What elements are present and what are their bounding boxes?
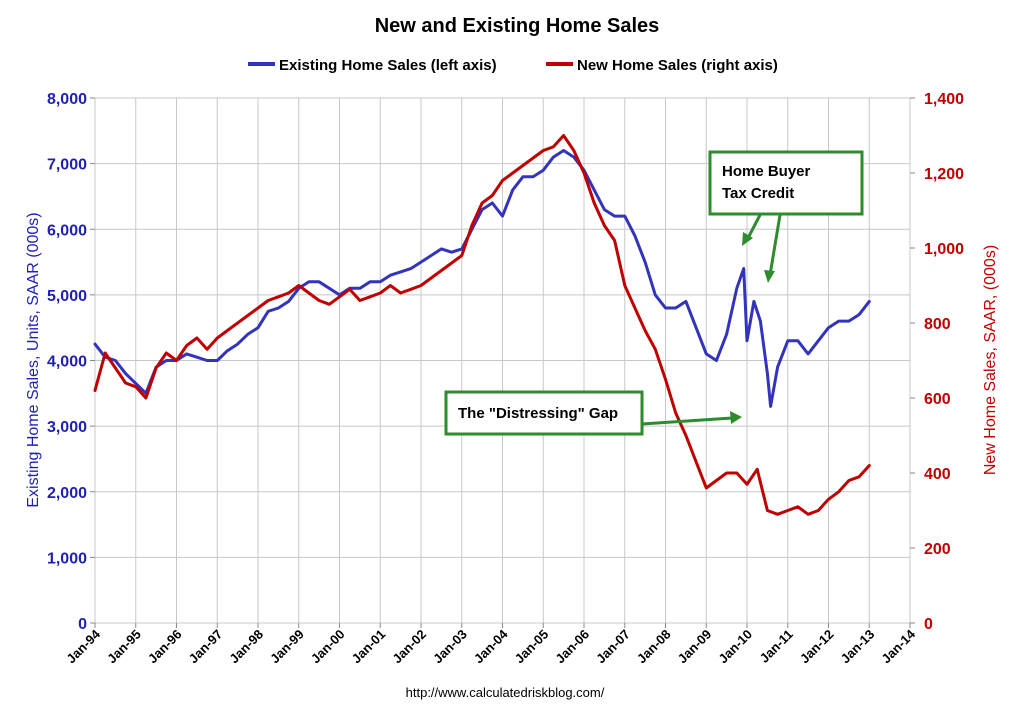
x-tick-label: Jan-01 — [349, 627, 389, 667]
annotation-gap-box — [444, 390, 644, 436]
y-ticks-left: 0 1,000 2,000 3,000 4,000 5,000 6,000 7,000 8,00… — [47, 91, 95, 633]
x-tick-label: Jan-98 — [226, 627, 266, 667]
x-tick-label: Jan-13 — [838, 627, 878, 667]
y-tick-label-right: 1,000 — [924, 241, 964, 258]
y-tick-label-left: 5,000 — [47, 288, 87, 305]
x-tick-label: Jan-00 — [308, 627, 348, 667]
y-tick-label-left: 0 — [78, 616, 87, 633]
x-tick-label: Jan-09 — [675, 627, 715, 667]
x-tick-label: Jan-06 — [552, 627, 592, 667]
x-tick-label: Jan-05 — [512, 627, 552, 667]
x-tick-label: Jan-04 — [471, 626, 511, 666]
annotation-gap-arrow — [641, 416, 733, 426]
y-tick-label-right: 0 — [924, 616, 933, 633]
x-tick-label: Jan-14 — [878, 626, 918, 666]
annotation-tax-credit-line2: Tax Credit — [722, 185, 794, 202]
chart-title: New and Existing Home Sales — [375, 15, 660, 37]
x-tick-label: Jan-97 — [186, 627, 226, 667]
series-line-existing-home-sales — [93, 149, 871, 408]
y-tick-label-left: 8,000 — [47, 91, 87, 108]
annotation-tax-credit: Home Buyer Tax Credit — [708, 150, 864, 283]
x-tick-label: Jan-07 — [593, 627, 633, 667]
series-line-new-home-sales — [93, 134, 871, 516]
legend: Existing Home Sales (left axis) New Home… — [248, 57, 778, 74]
legend-label-existing: Existing Home Sales (left axis) — [279, 57, 497, 74]
y-tick-label-left: 4,000 — [47, 354, 87, 371]
x-tick-label: Jan-11 — [757, 627, 796, 666]
annotation-tax-credit-arrowhead-1 — [742, 232, 753, 246]
annotation-tax-credit-arrowhead-2 — [764, 270, 775, 283]
series-layer — [93, 134, 871, 516]
y-axis-label-left: Existing Home Sales, Units, SAAR (000s) — [25, 212, 42, 507]
x-tick-label: Jan-96 — [145, 627, 185, 667]
x-tick-label: Jan-10 — [715, 627, 755, 667]
x-tick-label: Jan-03 — [430, 627, 470, 667]
legend-label-new: New Home Sales (right axis) — [577, 57, 778, 74]
x-tick-label: Jan-95 — [104, 627, 144, 667]
annotation-gap: The "Distressing" Gap — [444, 390, 742, 436]
x-tick-label: Jan-08 — [634, 627, 674, 667]
annotation-tax-credit-box — [708, 150, 864, 216]
annotation-tax-credit-line1: Home Buyer — [722, 163, 811, 180]
y-tick-label-left: 1,000 — [47, 550, 87, 567]
annotation-tax-credit-arrow-2 — [768, 214, 782, 276]
x-ticks: Jan-94 Jan-95 Jan-96 Jan-97 Jan-98 Jan-99 Jan-… — [63, 623, 919, 667]
source-url: http://www.calculatedriskblog.com/ — [406, 685, 605, 700]
annotation-gap-text: The "Distressing" Gap — [458, 405, 618, 422]
y-tick-label-left: 2,000 — [47, 485, 87, 502]
y-tick-label-left: 7,000 — [47, 157, 87, 174]
y-tick-label-right: 1,200 — [924, 166, 964, 183]
grid-layer — [94, 97, 911, 624]
annotation-gap-arrowhead — [730, 411, 742, 424]
y-tick-label-right: 400 — [924, 466, 951, 483]
y-ticks-right: 0 200 400 600 800 1,000 1,200 1,400 — [910, 91, 964, 633]
x-tick-label: Jan-12 — [797, 627, 837, 667]
x-tick-label: Jan-99 — [267, 627, 307, 667]
y-axis-label-right: New Home Sales, SAAR, (000s) — [982, 245, 999, 475]
y-tick-label-right: 200 — [924, 541, 951, 558]
x-tick-label: Jan-02 — [389, 627, 429, 667]
y-tick-label-left: 6,000 — [47, 222, 87, 239]
y-tick-label-right: 1,400 — [924, 91, 964, 108]
y-tick-label-right: 600 — [924, 391, 951, 408]
y-tick-label-left: 3,000 — [47, 419, 87, 436]
y-tick-label-right: 800 — [924, 316, 951, 333]
